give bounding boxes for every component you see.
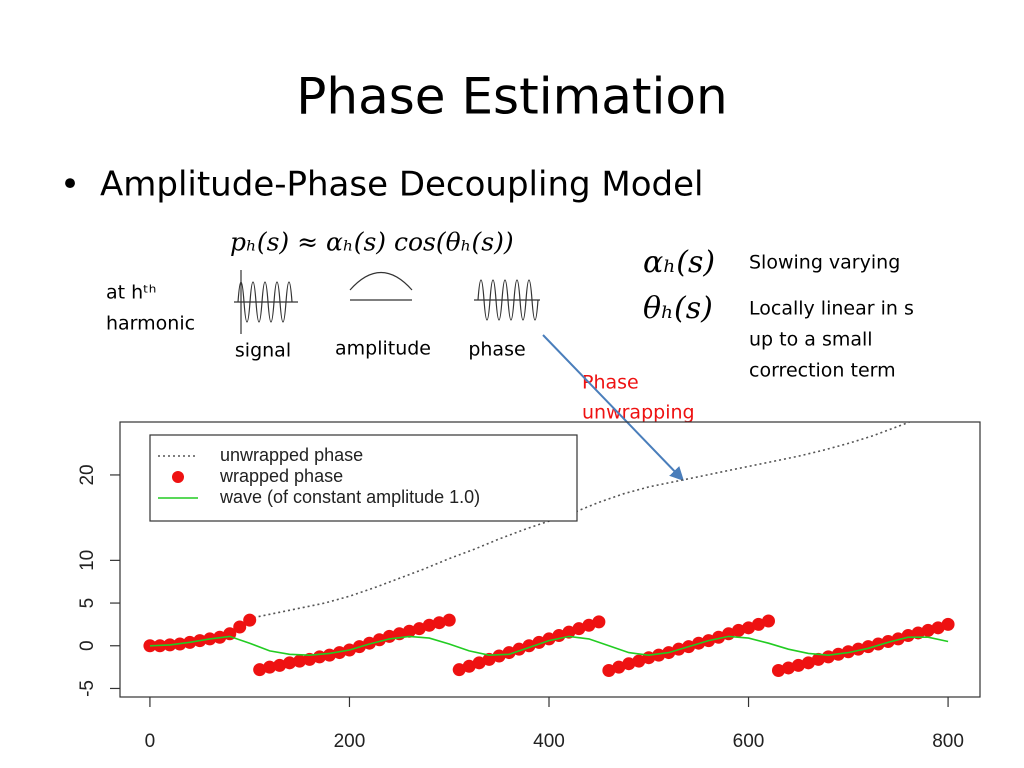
bullet-text: Amplitude-Phase Decoupling Model — [100, 165, 703, 205]
point — [572, 622, 586, 636]
point — [612, 660, 626, 674]
legend-box — [149, 434, 578, 522]
point — [283, 656, 297, 670]
annotation: unwrapping — [582, 402, 695, 424]
point — [801, 656, 815, 670]
point — [752, 617, 766, 631]
point — [861, 640, 875, 654]
slide-text: Phase Estimation • Amplitude-Phase Decou… — [60, 68, 914, 424]
phase-icon — [477, 279, 539, 321]
point — [941, 617, 955, 631]
point — [422, 618, 436, 632]
y-tick-label: 10 — [77, 550, 98, 571]
x-tick-label: 0 — [145, 731, 156, 752]
slide-title: Phase Estimation — [296, 68, 727, 126]
x-tick-label: 400 — [533, 731, 565, 752]
point — [492, 649, 506, 663]
point — [582, 618, 596, 632]
point — [921, 623, 935, 637]
point — [622, 657, 636, 671]
point — [891, 632, 905, 646]
theta-symbol: θₕ(s) — [643, 291, 713, 326]
theta-note: correction term — [749, 360, 896, 382]
point — [412, 622, 426, 636]
annotation: Phase — [582, 372, 639, 394]
point — [332, 646, 346, 660]
harmonic-label: at hᵗʰ — [106, 282, 156, 304]
point — [263, 660, 277, 674]
point — [781, 661, 795, 675]
icon-label: phase — [468, 339, 525, 361]
theta-note: up to a small — [749, 329, 873, 351]
point — [811, 652, 825, 666]
formula: pₕ(s) ≈ αₕ(s) cos(θₕ(s)) — [230, 228, 514, 257]
y-tick-label: 0 — [77, 640, 98, 651]
series-line — [149, 635, 949, 657]
legend-label: wave (of constant amplitude 1.0) — [219, 487, 480, 507]
point — [233, 620, 247, 634]
point — [472, 656, 486, 670]
legend-label: unwrapped phase — [220, 445, 363, 465]
y-tick-label: -5 — [77, 680, 98, 697]
point — [732, 623, 746, 637]
arrow — [542, 334, 684, 482]
point — [791, 658, 805, 672]
point — [462, 659, 476, 673]
point — [761, 614, 775, 628]
x-tick-label: 800 — [932, 731, 964, 752]
point — [652, 648, 666, 662]
point — [452, 663, 466, 677]
y-tick-label: 5 — [77, 598, 98, 609]
legend-swatch — [172, 471, 184, 483]
point — [442, 613, 456, 627]
point — [253, 663, 267, 677]
amplitude-icon — [349, 271, 413, 291]
point — [632, 654, 646, 668]
point — [273, 658, 287, 672]
point — [851, 642, 865, 656]
theta-note: Locally linear in s — [749, 298, 914, 320]
point — [432, 616, 446, 630]
bullet-dot: • — [60, 165, 80, 205]
x-tick-label: 600 — [733, 731, 765, 752]
signal-icon — [237, 270, 293, 334]
point — [821, 650, 835, 664]
point — [712, 630, 726, 644]
point — [841, 645, 855, 659]
icon-label: amplitude — [335, 338, 431, 360]
alpha-symbol: αₕ(s) — [643, 245, 715, 280]
icon-label: signal — [235, 340, 291, 362]
point — [742, 621, 756, 635]
point — [931, 621, 945, 635]
point — [602, 664, 616, 678]
point — [592, 615, 606, 629]
point — [402, 624, 416, 638]
alpha-note: Slowing varying — [749, 252, 900, 274]
point — [502, 646, 516, 660]
icons — [234, 270, 540, 334]
plot-frame — [119, 421, 981, 698]
point — [771, 664, 785, 678]
point — [911, 626, 925, 640]
point — [871, 637, 885, 651]
plot-area — [143, 422, 955, 678]
point — [243, 613, 257, 627]
x-tick-label: 200 — [334, 731, 366, 752]
point — [293, 654, 307, 668]
y-tick-label: 20 — [77, 464, 98, 485]
harmonic-label: harmonic — [106, 313, 195, 335]
legend-label: wrapped phase — [219, 466, 343, 486]
point — [482, 652, 496, 666]
point — [562, 625, 576, 639]
point — [323, 648, 337, 662]
point — [303, 652, 317, 666]
